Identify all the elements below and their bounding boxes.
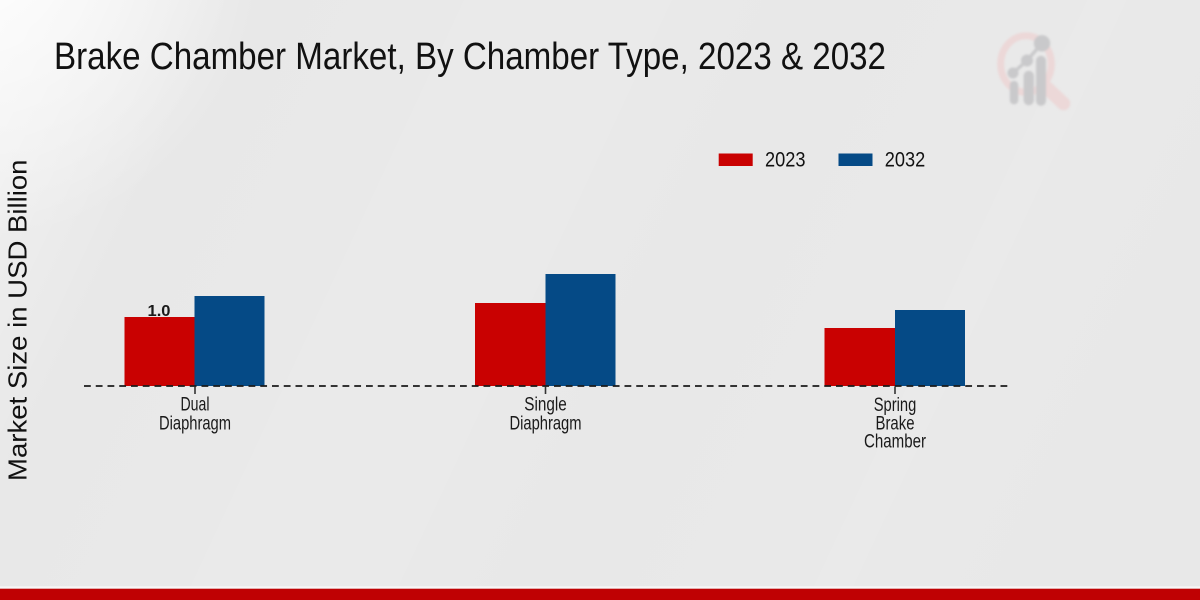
svg-text:2032: 2032 xyxy=(885,148,926,172)
svg-text:2023: 2023 xyxy=(765,148,806,172)
svg-text:Market Size in USD Billion: Market Size in USD Billion xyxy=(3,160,33,481)
svg-text:Single: Single xyxy=(524,395,567,416)
svg-text:Brake Chamber Market, By Chamb: Brake Chamber Market, By Chamber Type, 2… xyxy=(54,36,886,78)
svg-text:Diaphragm: Diaphragm xyxy=(510,413,582,434)
svg-text:1.0: 1.0 xyxy=(148,303,171,320)
svg-text:Chamber: Chamber xyxy=(864,431,927,452)
svg-text:Brake: Brake xyxy=(876,413,915,434)
svg-text:Diaphragm: Diaphragm xyxy=(159,413,231,434)
svg-text:Dual: Dual xyxy=(181,395,210,416)
svg-text:Spring: Spring xyxy=(874,395,917,416)
